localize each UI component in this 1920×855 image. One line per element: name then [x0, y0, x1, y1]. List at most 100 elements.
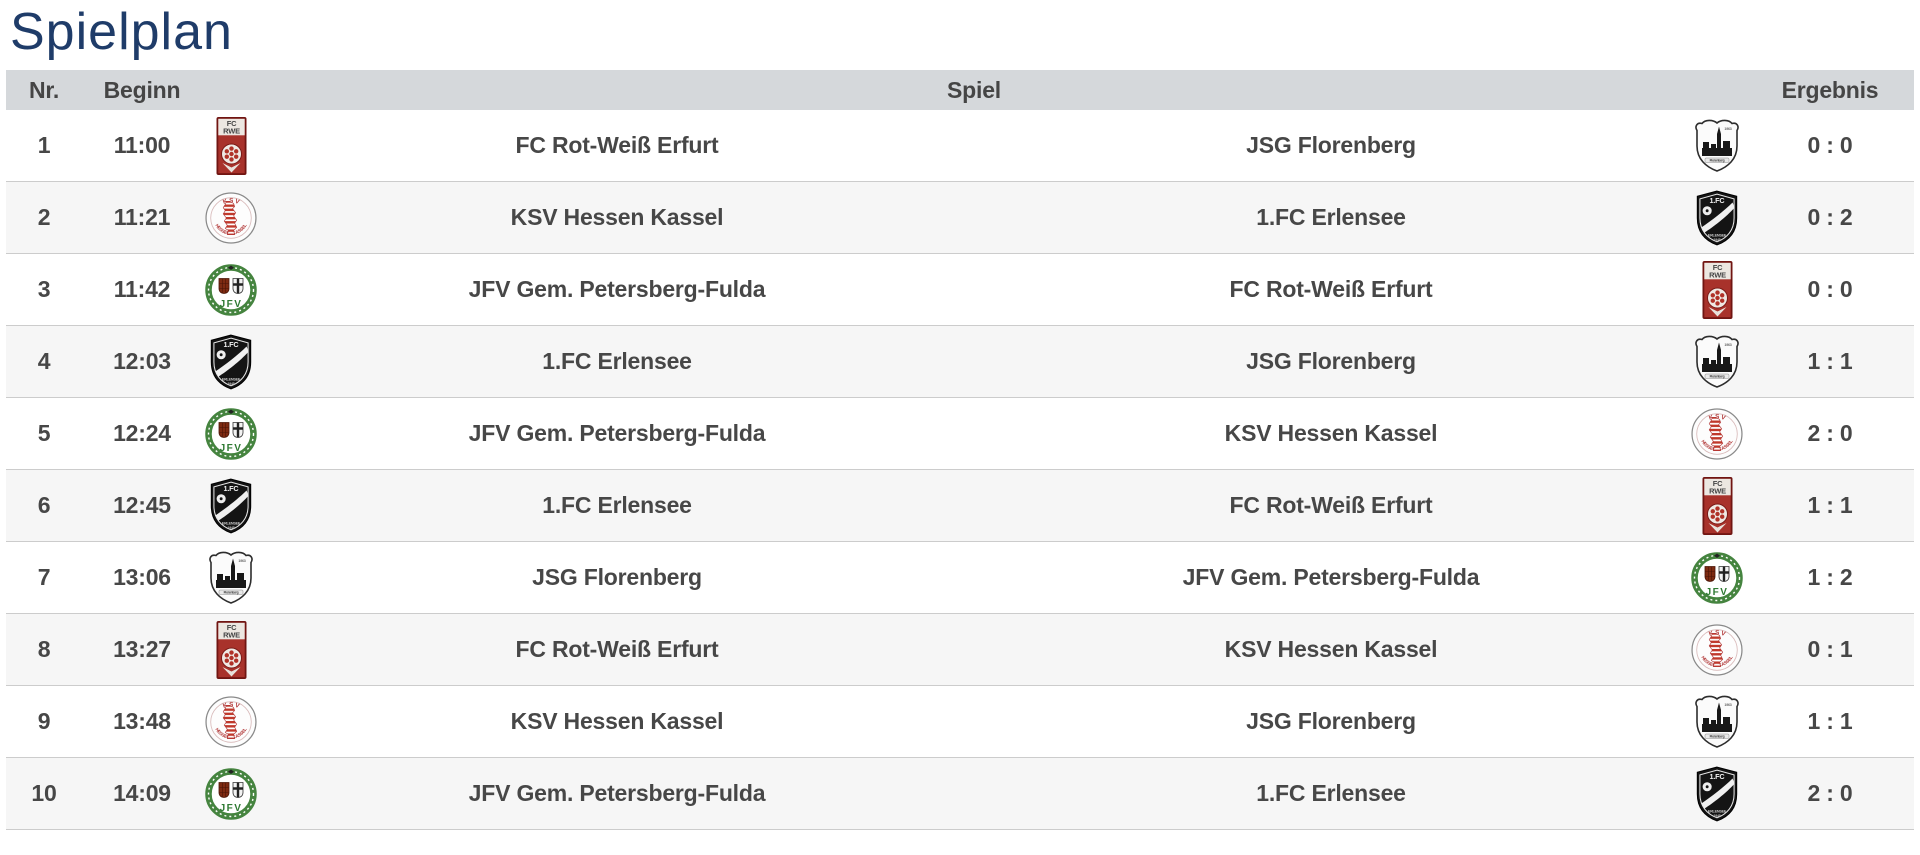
svg-text:ERLENSEE: ERLENSEE [222, 521, 241, 525]
match-row: 4 12:03 1.FC ERLENSEE 1945 1.FC Erlensee… [6, 326, 1914, 398]
jfv-petersberg-fulda-crest-icon: JFV [205, 767, 257, 820]
svg-text:JFV: JFV [220, 803, 243, 814]
match-row: 8 13:27 FC RWE FC Rot-Weiß Erfurt KSV He… [6, 614, 1914, 686]
match-result: 1 : 1 [1807, 708, 1853, 734]
svg-text:1945: 1945 [228, 381, 235, 385]
away-team-name: JSG Florenberg [1246, 132, 1416, 158]
home-team-logo-cell: JFV [202, 407, 260, 460]
away-team-logo-cell: FC RWE [1688, 260, 1746, 319]
svg-text:1945: 1945 [1714, 813, 1721, 817]
page-title: Spielplan [10, 3, 233, 61]
away-team-name: 1.FC Erlensee [1256, 204, 1406, 230]
jfv-petersberg-fulda-crest-icon: JFV [205, 263, 257, 316]
away-team-logo-cell: FC RWE [1688, 476, 1746, 535]
match-number: 2 [37, 204, 51, 230]
home-team-logo-cell: 1.FC ERLENSEE 1945 [202, 477, 260, 535]
home-team-logo-cell: K S V HESSEN - KASSEL [202, 695, 260, 748]
ksv-hessen-kassel-crest-icon: K S V HESSEN - KASSEL [205, 191, 257, 244]
svg-text:JFV: JFV [1706, 587, 1729, 598]
match-row: 2 11:21 K S V HESSEN - KASSEL KSV Hessen… [6, 182, 1914, 254]
header-beginn: Beginn [103, 76, 181, 103]
away-team-logo-cell: 1963 Florenberg [1688, 334, 1746, 390]
home-team-logo-cell: JFV [202, 767, 260, 820]
svg-text:ERLENSEE: ERLENSEE [222, 377, 241, 381]
match-time: 12:24 [113, 420, 171, 446]
away-team-name: 1.FC Erlensee [1256, 780, 1406, 806]
match-time: 11:42 [113, 276, 171, 302]
match-time: 11:21 [113, 204, 171, 230]
match-result: 0 : 1 [1807, 636, 1853, 662]
svg-text:ERLENSEE: ERLENSEE [1708, 809, 1727, 813]
away-team-name: KSV Hessen Kassel [1224, 636, 1438, 662]
header-spiel: Spiel [947, 76, 1001, 103]
match-row: 1 11:00 FC RWE FC Rot-Weiß Erfurt JSG Fl… [6, 110, 1914, 182]
match-time: 13:48 [113, 708, 171, 734]
home-team-name: KSV Hessen Kassel [510, 204, 724, 230]
svg-text:1945: 1945 [228, 525, 235, 529]
match-result: 2 : 0 [1807, 420, 1853, 446]
schedule-table: Nr. Beginn Spiel Ergebnis 1 11:00 FC RWE… [6, 70, 1914, 830]
match-time: 12:03 [113, 348, 171, 374]
match-number: 1 [37, 132, 51, 158]
jfv-petersberg-fulda-crest-icon: JFV [1691, 551, 1743, 604]
away-team-name: JSG Florenberg [1246, 348, 1416, 374]
home-team-name: JFV Gem. Petersberg-Fulda [468, 276, 766, 302]
match-number: 9 [37, 708, 51, 734]
match-row: 5 12:24 JFV JFV Gem. Petersberg-Fulda KS… [6, 398, 1914, 470]
home-team-name: 1.FC Erlensee [542, 348, 692, 374]
jsg-florenberg-crest-icon: 1963 Florenberg [1692, 694, 1742, 750]
away-team-name: FC Rot-Weiß Erfurt [1229, 276, 1433, 302]
match-result: 1 : 2 [1807, 564, 1853, 590]
jfv-petersberg-fulda-crest-icon: JFV [205, 407, 257, 460]
match-number: 5 [37, 420, 51, 446]
match-result: 0 : 0 [1807, 132, 1853, 158]
away-team-logo-cell: 1963 Florenberg [1688, 118, 1746, 174]
match-row: 9 13:48 K S V HESSEN - KASSEL KSV Hessen… [6, 686, 1914, 758]
match-time: 11:00 [113, 132, 171, 158]
svg-text:1.FC: 1.FC [1710, 195, 1726, 204]
ksv-hessen-kassel-crest-icon: K S V HESSEN - KASSEL [205, 695, 257, 748]
rwe-erfurt-crest-icon: FC RWE [1702, 260, 1733, 319]
match-number: 4 [37, 348, 51, 374]
match-result: 0 : 0 [1807, 276, 1853, 302]
match-row: 6 12:45 1.FC ERLENSEE 1945 1.FC Erlensee… [6, 470, 1914, 542]
svg-text:1963: 1963 [238, 559, 245, 563]
match-number: 8 [37, 636, 51, 662]
svg-text:FC: FC [1712, 263, 1722, 272]
match-time: 13:27 [113, 636, 171, 662]
away-team-name: KSV Hessen Kassel [1224, 420, 1438, 446]
svg-text:JFV: JFV [220, 443, 243, 454]
match-row: 7 13:06 1963 Florenberg JSG Florenberg J… [6, 542, 1914, 614]
svg-text:1.FC: 1.FC [224, 483, 240, 492]
svg-text:K S V: K S V [222, 197, 241, 206]
svg-text:JFV: JFV [220, 299, 243, 310]
jsg-florenberg-crest-icon: 1963 Florenberg [206, 550, 256, 606]
svg-text:ERLENSEE: ERLENSEE [1708, 233, 1727, 237]
svg-text:Florenberg: Florenberg [1710, 158, 1725, 162]
header-ergebnis: Ergebnis [1781, 76, 1879, 103]
svg-text:1963: 1963 [1724, 127, 1731, 131]
away-team-logo-cell: 1.FC ERLENSEE 1945 [1688, 765, 1746, 823]
ksv-hessen-kassel-crest-icon: K S V HESSEN - KASSEL [1691, 623, 1743, 676]
match-row: 3 11:42 JFV JFV Gem. Petersberg-Fulda FC… [6, 254, 1914, 326]
rwe-erfurt-crest-icon: FC RWE [216, 116, 247, 175]
ksv-hessen-kassel-crest-icon: K S V HESSEN - KASSEL [1691, 407, 1743, 460]
svg-text:FC: FC [226, 119, 236, 128]
svg-text:K S V: K S V [1708, 413, 1727, 422]
rwe-erfurt-crest-icon: FC RWE [1702, 476, 1733, 535]
home-team-name: JFV Gem. Petersberg-Fulda [468, 420, 766, 446]
jsg-florenberg-crest-icon: 1963 Florenberg [1692, 118, 1742, 174]
svg-text:FC: FC [226, 623, 236, 632]
fc-erlensee-crest-icon: 1.FC ERLENSEE 1945 [1692, 189, 1742, 247]
away-team-logo-cell: JFV [1688, 551, 1746, 604]
home-team-name: KSV Hessen Kassel [510, 708, 724, 734]
svg-text:RWE: RWE [223, 126, 240, 135]
spielplan-page: Spielplan Nr. Beginn Spiel Ergebnis 1 11… [6, 3, 1914, 830]
home-team-logo-cell: 1.FC ERLENSEE 1945 [202, 333, 260, 391]
svg-text:Florenberg: Florenberg [1710, 374, 1725, 378]
match-number: 10 [31, 780, 57, 806]
match-result: 1 : 1 [1807, 348, 1853, 374]
svg-text:Florenberg: Florenberg [224, 590, 239, 594]
away-team-logo-cell: K S V HESSEN - KASSEL [1688, 623, 1746, 676]
rwe-erfurt-crest-icon: FC RWE [216, 620, 247, 679]
